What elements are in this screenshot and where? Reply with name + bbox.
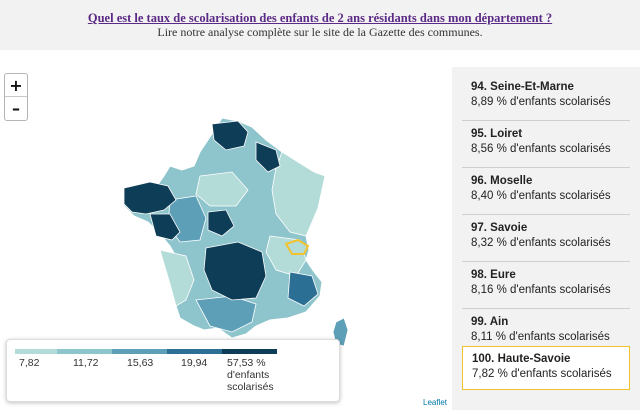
region-north-dark [211,120,249,151]
region-northeast-dark [255,141,281,173]
ranking-item-96[interactable]: 96. Moselle 8,40 % d'enfants scolarisés [462,169,630,211]
legend-break-2: 11,72 [73,357,99,369]
divider [462,120,630,121]
ranking-value: 8,32 % d'enfants scolarisés [471,237,611,249]
legend-swatch-2 [57,349,112,354]
ranking-item-97[interactable]: 97. Savoie 8,32 % d'enfants scolarisés [462,216,630,258]
zoom-in-button[interactable]: + [5,74,27,97]
leaflet-attribution-link[interactable]: Leaflet [423,398,448,407]
ranking-sidebar: 94. Seine-Et-Marne 8,89 % d'enfants scol… [452,67,640,410]
ranking-item-98[interactable]: 98. Eure 8,16 % d'enfants scolarisés [462,263,630,305]
region-centre-light [195,171,249,207]
ranking-item-94[interactable]: 94. Seine-Et-Marne 8,89 % d'enfants scol… [462,75,630,117]
ranking-value: 8,40 % d'enfants scolarisés [471,190,611,202]
map-legend: 7,82 11,72 15,63 19,94 57,53 % d'enfants… [6,339,340,402]
page-header: Quel est le taux de scolarisation des en… [0,0,640,50]
ranking-name: 97. Savoie [471,222,528,234]
region-loire-dark [149,213,181,241]
ranking-name: 96. Moselle [471,175,533,187]
divider [462,261,630,262]
divider [462,214,630,215]
ranking-value: 8,89 % d'enfants scolarisés [471,96,611,108]
ranking-value: 8,56 % d'enfants scolarisés [471,143,611,155]
region-brittany-dark [123,181,177,215]
legend-max-value: 57,53 % [227,357,266,369]
ranking-name: 99. Ain [471,316,509,328]
legend-swatch-5 [222,349,277,354]
legend-unit-line1: d'enfants [227,369,270,381]
region-massif-dark [203,241,267,301]
header-subtitle: Lire notre analyse complète sur le site … [157,25,483,39]
legend-break-4: 19,94 [181,357,208,369]
ranking-value: 8,11 % d'enfants scolarisés [471,331,610,343]
zoom-control: + – [4,73,28,121]
ranking-name: 95. Loiret [471,128,523,140]
legend-swatch-3 [112,349,167,354]
ranking-name: 100. Haute-Savoie [472,353,571,365]
haute-savoie-highlight [284,238,310,255]
zoom-out-button[interactable]: – [12,99,20,118]
ranking-name: 94. Seine-Et-Marne [471,81,574,93]
legend-swatch-4 [167,349,222,354]
legend-unit-line2: scolarisés [227,381,274,393]
ranking-item-95[interactable]: 95. Loiret 8,56 % d'enfants scolarisés [462,122,630,164]
ranking-item-100-selected[interactable]: 100. Haute-Savoie 7,82 % d'enfants scola… [462,346,630,390]
question-link[interactable]: Quel est le taux de scolarisation des en… [87,11,553,25]
region-alps-medium [287,271,319,307]
legend-last-label: 57,53 % d'enfants scolarisés [227,357,274,393]
region-east-light [271,151,326,237]
france-choropleth-map[interactable] [0,65,448,410]
ranking-name: 98. Eure [471,269,516,281]
divider [462,167,630,168]
region-southwest-light [159,249,195,307]
ranking-value: 8,16 % d'enfants scolarisés [471,284,611,296]
legend-break-1: 7,82 [19,357,40,369]
ranking-value: 7,82 % d'enfants scolarisés [472,368,612,380]
region-centre-dark [207,209,235,237]
divider [462,308,630,309]
legend-swatch-1 [15,349,57,354]
ranking-item-99[interactable]: 99. Ain 8,11 % d'enfants scolarisés [462,310,630,352]
legend-break-3: 15,63 [127,357,154,369]
